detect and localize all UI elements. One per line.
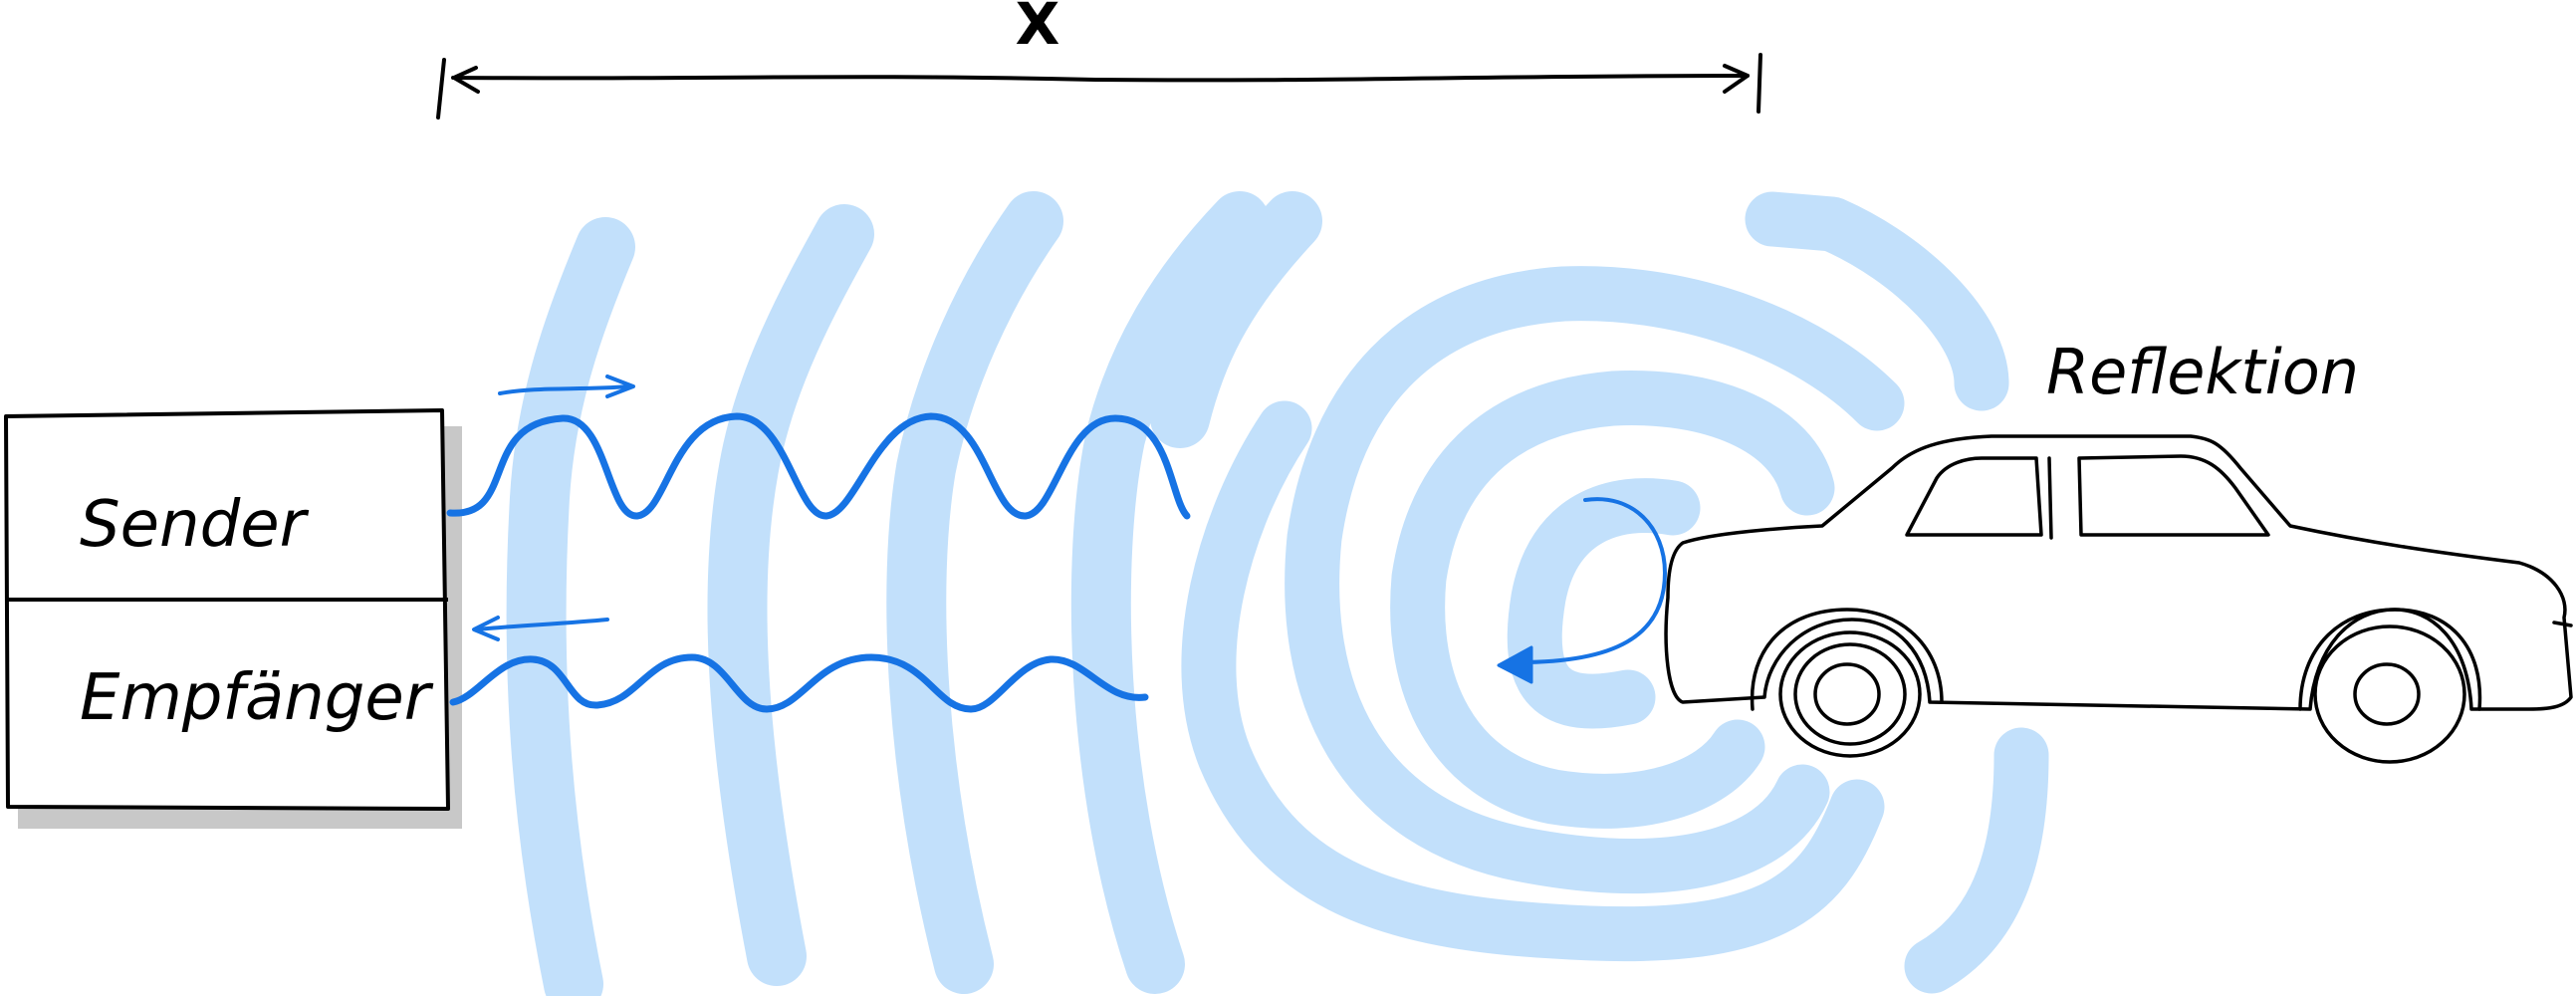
sender-label: Sender [80, 488, 310, 562]
wave-band-1 [506, 217, 635, 996]
reflection-arc-3 [1285, 266, 1905, 893]
car-window-rear [2077, 454, 2270, 537]
distance-arrow [436, 53, 1762, 120]
front-wheel-tire [1778, 630, 1922, 758]
receive-direction-arrowhead [472, 616, 500, 641]
receiver-label: Empfänger [80, 661, 434, 735]
transmitted-signal-wave [446, 412, 1191, 520]
reflection-arc-6 [1904, 727, 2049, 994]
car-window-front [1905, 456, 2043, 537]
car-bumper-rear [2552, 621, 2573, 627]
wave-band-3 [886, 191, 1063, 994]
reflection-curved-arrow [1517, 497, 1667, 664]
front-wheel-tire-inner [1793, 642, 1907, 746]
wave-band-4 [1070, 191, 1270, 994]
reflection-arc-4 [1745, 191, 2009, 411]
front-wheel-hub [1813, 662, 1881, 726]
front-wheel-arch [1750, 608, 1944, 711]
wave-band-5 [1150, 191, 1322, 448]
reflection-label: Reflektion [2046, 336, 2359, 408]
reflection-arc-2 [1390, 371, 1835, 829]
reflection-arc-5 [1181, 400, 1885, 962]
car [1664, 434, 2573, 764]
receive-direction-arrow [474, 618, 609, 631]
rear-wheel-tire [2313, 624, 2466, 764]
transmit-direction-arrow [498, 384, 631, 395]
rear-wheel-arch [2298, 608, 2482, 711]
distance-label: X [1016, 0, 1060, 58]
sender-receiver-box: Sender Empfänger [4, 408, 462, 829]
distance-tick-left [436, 58, 446, 120]
reflection-arc-1 [1507, 478, 1701, 729]
received-signal-wave [449, 653, 1149, 713]
distance-arrowhead-right [1723, 64, 1750, 94]
transmit-direction-arrowhead [605, 374, 635, 398]
reflection-arrowhead [1497, 645, 1533, 684]
propagation-waves [506, 191, 2049, 996]
rear-wheel-hub [2353, 662, 2421, 726]
distance-arrowhead-left [452, 66, 480, 94]
distance-tick-right [1756, 53, 1762, 114]
distance-line [451, 74, 1750, 83]
car-body [1664, 434, 2573, 711]
box-outline [4, 408, 450, 811]
signals [446, 374, 1667, 713]
car-door-gap [2047, 456, 2053, 540]
wave-band-2 [707, 204, 874, 986]
